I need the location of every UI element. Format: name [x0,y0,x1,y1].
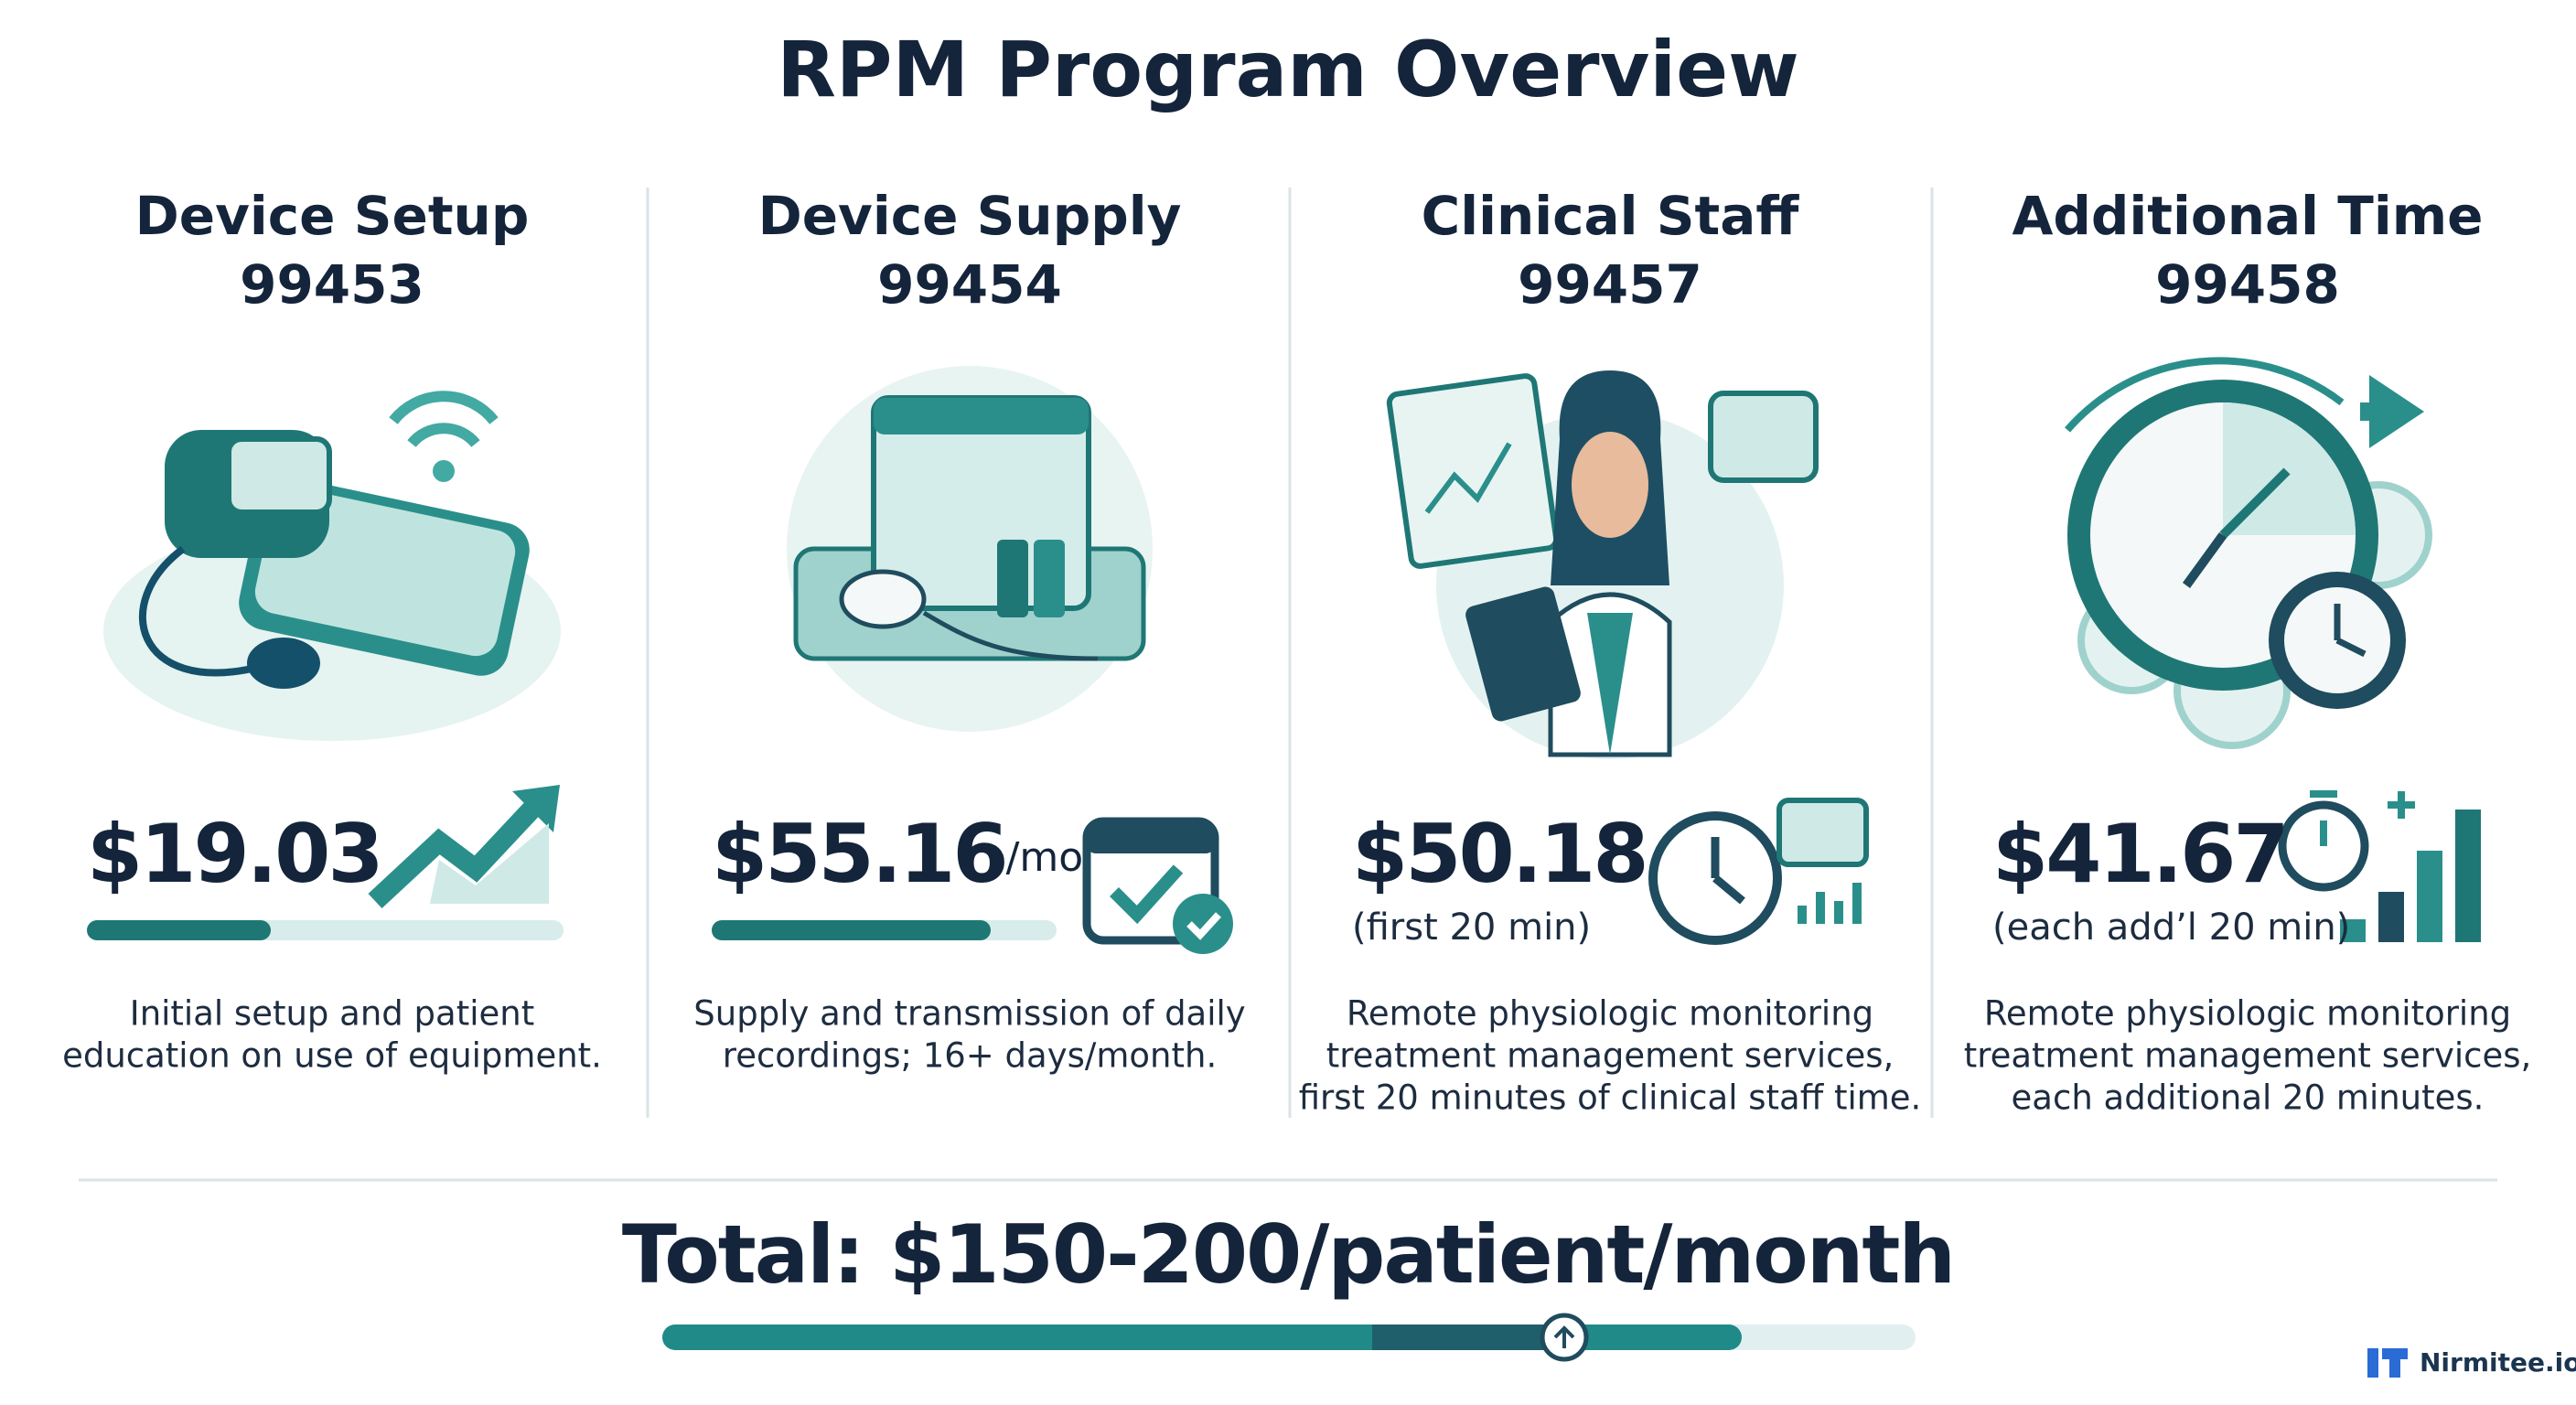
description-line: treatment management services, [1964,1036,2532,1076]
cpt-code: 99458 [2155,253,2340,316]
price-note: (each add’l 20 min) [1992,906,2350,949]
description-line: Initial setup and patient [130,994,534,1034]
total: Total: $150-200/patient/month [622,1207,1954,1302]
clinical-staff-illustration [1386,370,1819,759]
description-line: Supply and transmission of daily [693,994,1245,1034]
column-title: Clinical Staff [1422,185,1800,247]
column-title: Additional Time [2012,185,2484,247]
price: $50.18 [1352,807,1647,901]
price: $19.03 [87,807,381,901]
clock-chat-icon [1648,798,1869,945]
price-amount: $50.18 [1352,807,1647,901]
trend-icon [368,785,560,909]
stopwatch-bars-icon [2278,790,2481,942]
description-line: Remote physiologic monitoring [1347,994,1873,1034]
device-supply-illustration [787,366,1153,732]
cpt-code: 99457 [1518,253,1702,316]
description-line: first 20 minutes of clinical staff time. [1299,1078,1922,1118]
cpt-code: 99454 [877,253,1062,316]
description-line: each additional 20 minutes. [2012,1078,2485,1118]
brand: Nirmitee.io [2420,1347,2576,1378]
description-line: education on use of equipment. [62,1036,602,1076]
calendar-icon [1082,817,1233,954]
description-line: Remote physiologic monitoring [1984,994,2511,1034]
price-amount: $41.67 [1992,807,2287,901]
device-setup-illustration [103,391,561,741]
brand-logo [2367,1348,2408,1378]
column-title: Device Supply [758,185,1182,247]
description-line: recordings; 16+ days/month. [723,1036,1217,1076]
cpt-code: 99453 [240,253,424,316]
price-amount: $19.03 [87,807,381,901]
progress-bars [87,920,1057,940]
column-dividers [646,188,1934,1118]
price: $41.67 [1992,807,2287,901]
additional-time-illustration [2064,357,2432,749]
price: $55.16/mo [712,807,1083,901]
price-unit: /mo [1006,834,1084,881]
total-bar [662,1313,1916,1362]
description-line: treatment management services, [1326,1036,1894,1076]
column-title: Device Setup [135,185,530,247]
price-note: (first 20 min) [1352,906,1591,949]
page-title: RPM Program Overview [777,25,1798,114]
price-amount: $55.16 [712,807,1006,901]
